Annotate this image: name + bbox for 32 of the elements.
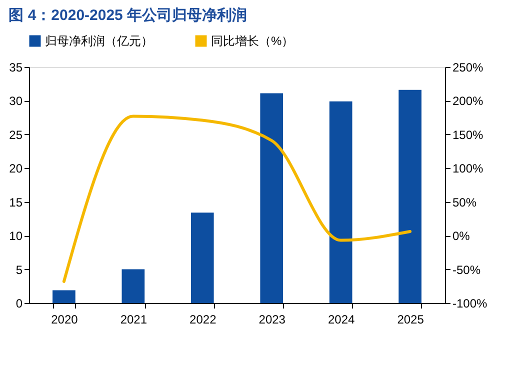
y2-tick-label: 50% [452, 195, 477, 210]
x-tick-label: 2024 [328, 312, 355, 326]
bar [260, 93, 284, 303]
x-tick-label: 2021 [120, 312, 148, 326]
bar [52, 290, 76, 303]
bar [190, 212, 214, 303]
y-tick-label: 5 [16, 262, 23, 277]
y-tick-label: 0 [16, 296, 23, 310]
y-tick-label: 15 [9, 195, 23, 210]
chart-title: 图 4：2020-2025 年公司归母净利润 [8, 6, 248, 24]
x-tick-label: 2023 [258, 312, 286, 326]
legend-label: 同比增长（%） [211, 34, 294, 48]
y2-tick-label: 250% [452, 60, 484, 74]
x-tick-label: 2020 [51, 312, 78, 326]
x-tick-label: 2025 [397, 312, 424, 326]
line-series [62, 114, 412, 283]
legend-label: 归母净利润（亿元） [45, 34, 153, 48]
y2-tick-label: -50% [452, 262, 481, 277]
y2-tick-label: 0% [452, 229, 470, 244]
y2-tick-label: -100% [452, 296, 488, 310]
bar [122, 269, 145, 303]
y-tick-label: 20 [9, 162, 23, 176]
y2-tick-label: 100% [452, 162, 484, 176]
y-tick-label: 10 [9, 229, 23, 244]
y2-tick-label: 200% [452, 94, 484, 108]
x-tick-label: 2022 [190, 312, 217, 326]
bar [329, 101, 352, 303]
y-tick-label: 30 [9, 94, 23, 108]
y2-tick-label: 150% [452, 128, 484, 142]
y-tick-label: 35 [9, 60, 23, 74]
y-tick-label: 25 [9, 128, 23, 142]
bar [398, 90, 422, 303]
